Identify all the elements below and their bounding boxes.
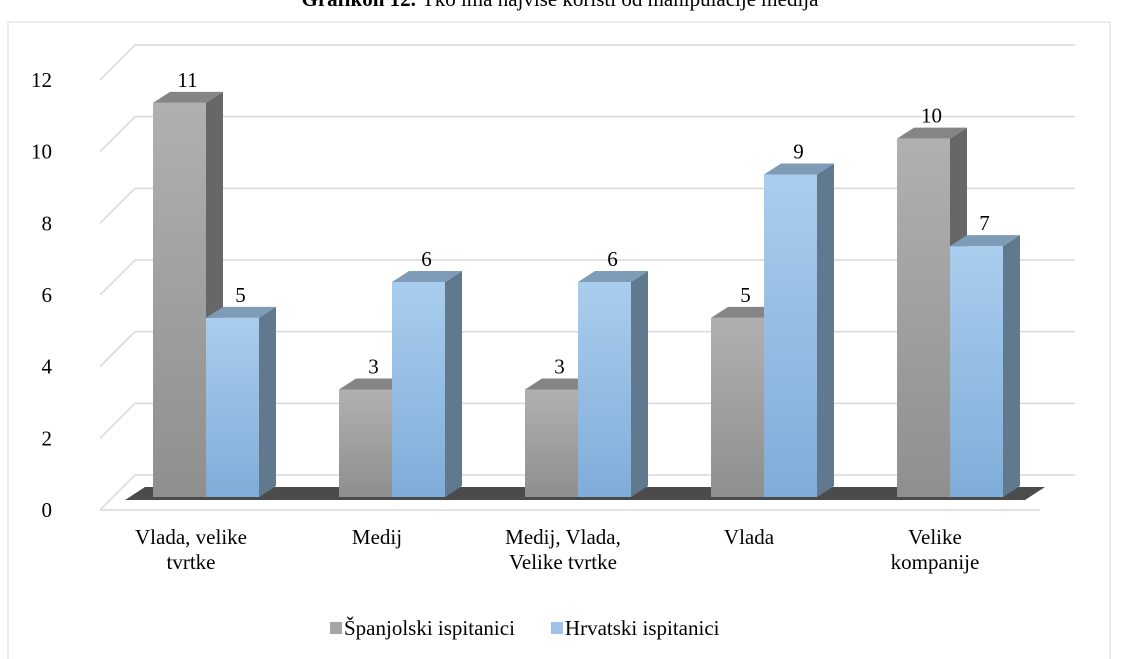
bar-side <box>259 306 276 497</box>
data-label: 11 <box>177 68 197 92</box>
bar <box>392 271 462 497</box>
x-tick-label: Medij <box>351 525 403 549</box>
legend-swatch <box>550 622 563 634</box>
x-tick-label: Vlada, velike tvrtke <box>135 525 247 574</box>
bar <box>578 271 648 497</box>
y-tick-label: 12 <box>31 68 52 92</box>
data-label: 3 <box>368 355 379 379</box>
grid-line <box>99 187 1075 224</box>
bar-front <box>578 282 631 497</box>
bar-side <box>1003 235 1020 497</box>
bar <box>950 235 1020 497</box>
bar-front <box>339 389 392 497</box>
legend-label: Hrvatski ispitanici <box>565 616 720 640</box>
bar-front <box>764 174 817 497</box>
x-tick-label: Vlada <box>723 525 775 549</box>
bar-top <box>711 306 781 318</box>
grid-line <box>99 259 1075 296</box>
data-label: 6 <box>607 247 618 271</box>
bar-top <box>339 378 409 390</box>
bar <box>206 306 276 497</box>
x-tick-label: Velike kompanije <box>890 525 980 574</box>
y-tick-label: 8 <box>42 211 53 235</box>
data-label: 10 <box>921 104 942 128</box>
grid-line <box>99 115 1075 153</box>
x-tick-label: Medij, Vlada, Velike tvrtke <box>505 525 621 574</box>
data-label: 3 <box>554 355 565 379</box>
bar-side <box>445 271 462 497</box>
y-tick-label: 0 <box>42 498 53 522</box>
bar-top <box>153 91 223 103</box>
legend-swatch <box>330 622 342 634</box>
bar-front <box>897 138 950 497</box>
data-label: 9 <box>793 140 804 164</box>
bar-top <box>578 271 648 282</box>
y-tick-label: 10 <box>31 140 52 164</box>
bar-side <box>631 271 648 497</box>
title-text: Tko ima najviše koristi od manipulacije … <box>422 0 819 11</box>
data-label: 7 <box>979 211 990 235</box>
data-label: 6 <box>421 247 432 271</box>
grid-line <box>99 44 1075 81</box>
bar-front <box>392 282 445 497</box>
bar-side <box>817 163 834 497</box>
y-tick-label: 6 <box>42 283 53 307</box>
chart-title: Grafikon 12. Tko ima najviše koristi od m… <box>302 0 820 11</box>
bar-top <box>392 271 462 282</box>
legend-label: Španjolski ispitanici <box>344 616 515 640</box>
bar-top <box>950 235 1020 247</box>
bar-front <box>525 389 578 497</box>
bar-top <box>206 306 276 318</box>
bar-front <box>206 317 259 497</box>
bar <box>764 163 834 497</box>
data-label: 5 <box>235 283 246 307</box>
title-label: Grafikon 12. <box>302 0 416 11</box>
y-tick-label: 4 <box>42 355 53 379</box>
y-tick-label: 2 <box>42 426 53 450</box>
bar-front <box>711 317 764 497</box>
bar-top <box>897 127 967 139</box>
bar-top <box>764 163 834 175</box>
bar-top <box>525 378 595 390</box>
bar-front <box>153 102 206 497</box>
data-label: 5 <box>740 283 751 307</box>
bar-front <box>950 246 1003 497</box>
chart-border <box>7 21 1111 659</box>
